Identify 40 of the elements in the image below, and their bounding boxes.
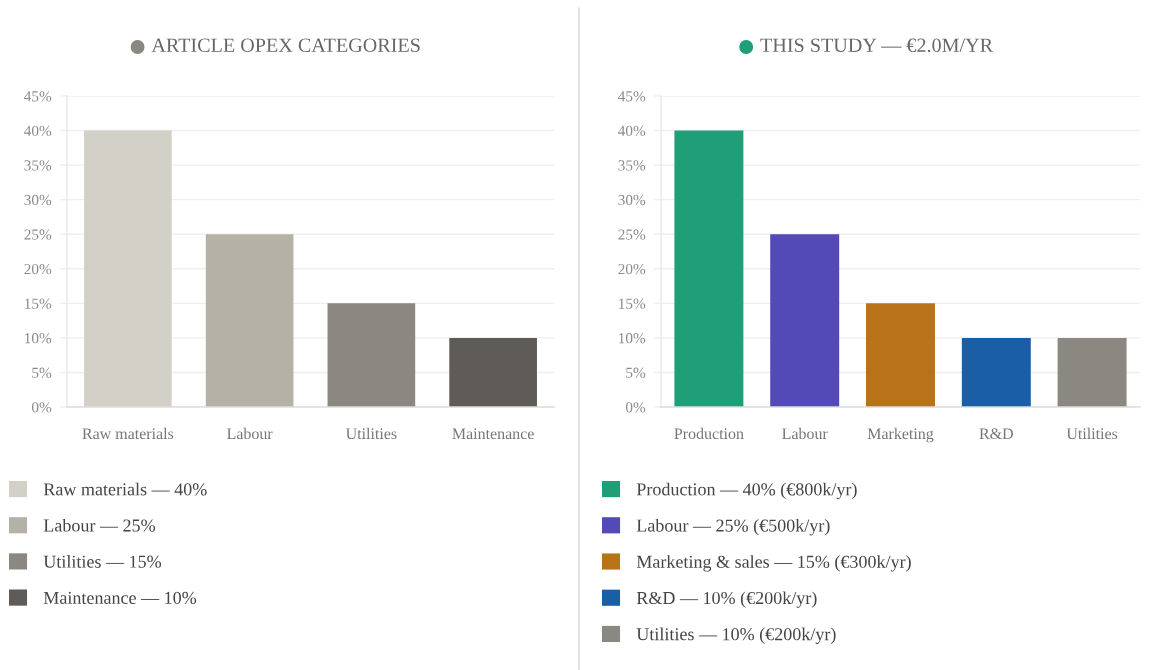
- chart-title: THIS STUDY — €2.0M/YR: [760, 38, 994, 53]
- x-tick-label: Raw materials: [82, 427, 174, 440]
- y-tick-label: 0%: [625, 402, 646, 413]
- y-tick-label: 10%: [25, 333, 52, 344]
- y-tick-label: 45%: [24, 91, 52, 102]
- legend-label: Marketing & sales — 15% (€300k/yr): [636, 555, 911, 572]
- y-tick-label: 35%: [618, 160, 646, 171]
- y-tick-label: 45%: [618, 91, 646, 102]
- x-tick-label: Utilities: [345, 427, 397, 440]
- y-tick-label: 25%: [618, 229, 646, 240]
- legend-label: R&D — 10% (€200k/yr): [636, 591, 817, 608]
- x-tick-label: Labour: [782, 427, 828, 440]
- y-tick-label: 30%: [24, 194, 52, 206]
- y-tick-label: 30%: [618, 194, 646, 206]
- legend-label: Maintenance — 10%: [43, 591, 197, 604]
- x-tick-label: R&D: [979, 428, 1013, 440]
- y-tick-label: 20%: [618, 263, 646, 275]
- y-tick-label: 40%: [24, 125, 52, 137]
- x-tick-label: Marketing: [867, 427, 934, 443]
- y-tick-label: 25%: [24, 229, 52, 240]
- legend-label: Labour — 25% (€500k/yr): [636, 518, 830, 536]
- legend-label: Production — 40% (€800k/yr): [636, 482, 857, 500]
- y-tick-label: 5%: [626, 367, 646, 378]
- x-tick-label: Labour: [227, 427, 273, 440]
- x-tick-label: Maintenance: [452, 428, 534, 440]
- legend-label: Utilities — 15%: [43, 555, 162, 568]
- x-tick-label: Utilities: [1066, 427, 1118, 440]
- y-tick-label: 0%: [31, 402, 52, 413]
- chart-title: ARTICLE OPEX CATEGORIES: [151, 38, 420, 53]
- x-tick-label: Production: [674, 427, 744, 440]
- y-tick-label: 35%: [24, 160, 52, 171]
- y-tick-label: 5%: [32, 367, 52, 378]
- legend-label: Utilities — 10% (€200k/yr): [636, 627, 836, 645]
- y-tick-label: 40%: [618, 125, 646, 137]
- legend-label: Raw materials — 40%: [43, 482, 207, 496]
- y-tick-label: 10%: [619, 333, 646, 344]
- y-tick-label: 20%: [24, 263, 52, 275]
- y-tick-label: 15%: [619, 298, 646, 309]
- legend-label: Labour — 25%: [43, 518, 156, 532]
- y-tick-label: 15%: [25, 298, 52, 309]
